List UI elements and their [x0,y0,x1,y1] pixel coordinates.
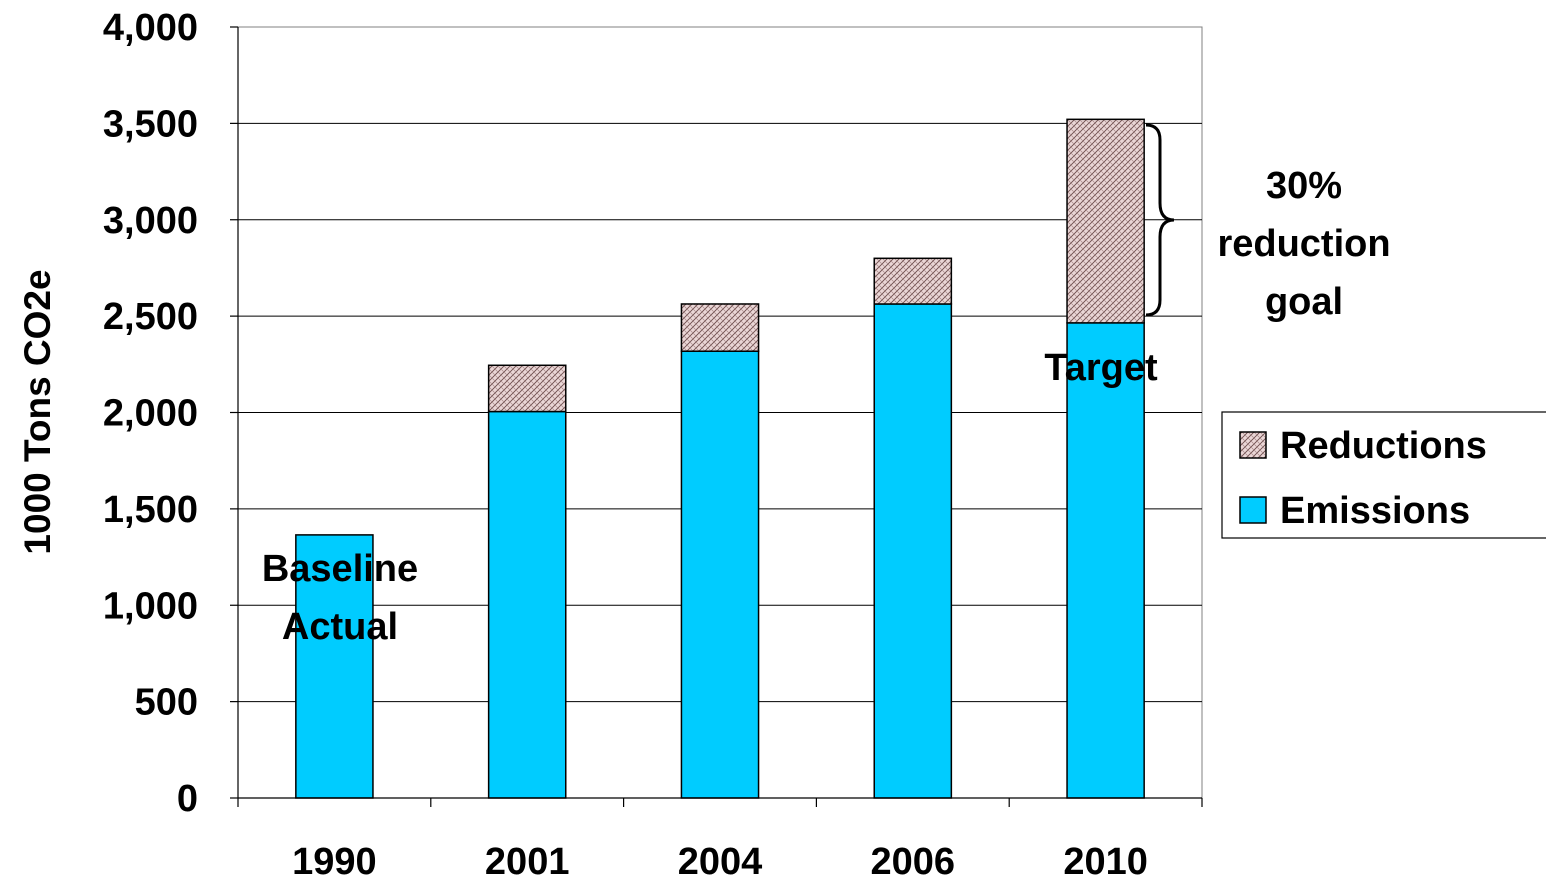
bar-emissions-2006 [873,303,953,799]
bar-reductions-2001 [487,364,567,413]
goal-brace [1145,123,1175,317]
bar-emissions-2001 [487,410,567,799]
y-tick-label: 2,500 [103,296,198,338]
y-tick-label: 0 [177,778,198,820]
legend-box [1221,411,1546,539]
legend-swatch-emissions [1239,496,1267,524]
y-tick-label: 3,000 [103,200,198,242]
x-tick-label: 2010 [1063,841,1148,883]
y-tick-label: 1,500 [103,489,198,531]
legend-label-emissions: Emissions [1280,490,1470,532]
bars [295,118,1145,799]
goal-label-line1: 30% [1266,165,1342,207]
legend-swatch-reductions [1239,431,1267,459]
y-tick-label: 3,500 [103,103,198,145]
x-axis-ticks: 1990 2001 2004 2006 2010 [237,798,1203,883]
bar-emissions-1990 [295,534,374,799]
bar-reductions-2010 [1066,118,1145,324]
y-axis-ticks: 0 500 1,000 1,500 2,000 2,500 3,000 3,500 4,000 [103,7,238,820]
y-tick-label: 1,000 [103,585,198,627]
legend: Reductions Emissions [1221,411,1546,539]
bar-emissions-2004 [680,350,760,799]
y-tick-label: 2,000 [103,393,198,435]
x-tick-label: 1990 [292,841,377,883]
goal-label-line2: reduction [1217,223,1390,265]
y-tick-label: 4,000 [103,7,198,49]
plot-area [237,26,1203,799]
target-label: Target [1044,347,1158,389]
goal-annotation: 30% reduction goal [1217,165,1390,323]
baseline-label-line2: Actual [282,606,398,648]
baseline-annotation: Baseline Actual [262,548,418,648]
x-tick-label: 2004 [678,841,763,883]
x-tick-label: 2001 [485,841,570,883]
bar-emissions-2010 [1066,322,1145,799]
baseline-label-line1: Baseline [262,548,418,590]
y-tick-label: 500 [135,682,198,724]
legend-label-reductions: Reductions [1280,425,1487,467]
x-tick-label: 2006 [871,841,956,883]
bar-reductions-2006 [873,257,953,305]
y-axis-label: 1000 Tons CO2e [17,269,58,554]
goal-label-line3: goal [1265,281,1343,323]
bar-reductions-2004 [680,303,760,352]
